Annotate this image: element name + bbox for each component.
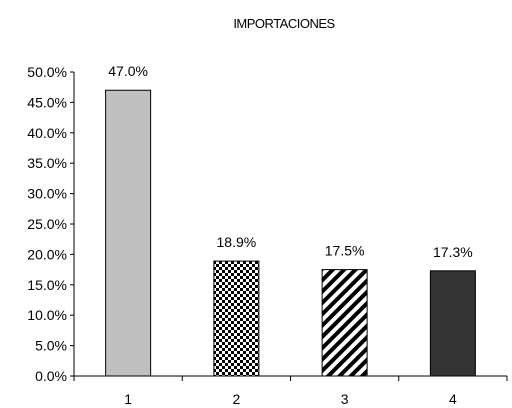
y-tick-label: 15.0% (27, 277, 67, 293)
data-label-1: 47.0% (108, 63, 148, 79)
y-tick-label: 40.0% (27, 125, 67, 141)
y-tick-label: 5.0% (35, 338, 67, 354)
x-tick-label: 1 (124, 391, 132, 407)
data-label-4: 17.3% (433, 244, 473, 260)
bar-4 (429, 270, 476, 377)
y-tick-label: 45.0% (27, 94, 67, 110)
y-tick-label: 50.0% (27, 64, 67, 80)
x-tick-label: 3 (341, 391, 349, 407)
y-axis-ticks: 0.0% 5.0% 10.0% 15.0% 20.0% 25.0% 30.0% 35.0% 40… (27, 64, 74, 384)
x-axis-ticks: 1 2 3 4 (73, 376, 508, 407)
y-tick-label: 30.0% (27, 186, 67, 202)
data-label-3: 17.5% (325, 243, 365, 259)
x-tick-label: 2 (232, 391, 240, 407)
bar-2 (213, 260, 260, 377)
bars-group (105, 89, 476, 377)
data-label-2: 18.9% (217, 234, 257, 250)
y-tick-label: 25.0% (27, 216, 67, 232)
x-tick-label: 4 (449, 391, 457, 407)
y-tick-label: 35.0% (27, 155, 67, 171)
bar-1 (105, 89, 152, 377)
bar-3 (321, 269, 368, 377)
data-labels-group: 47.0% 18.9% 17.5% 17.3% (108, 63, 472, 260)
y-tick-label: 20.0% (27, 246, 67, 262)
y-tick-label: 0.0% (35, 368, 67, 384)
chart-title: IMPORTACIONES (233, 16, 335, 31)
y-tick-label: 10.0% (27, 307, 67, 323)
